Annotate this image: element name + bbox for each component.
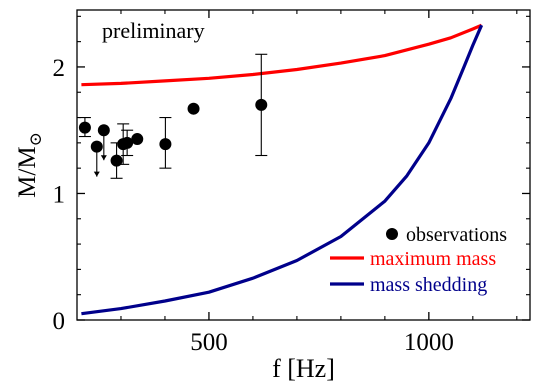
plot-frame [76, 9, 531, 321]
y-axis-label-text: M/M [14, 146, 41, 197]
mass-shedding-curve [81, 24, 484, 316]
y-tick-label: 2 [53, 55, 66, 82]
observation-point [78, 121, 91, 134]
y-tick-label: 0 [53, 308, 66, 335]
observation-point [121, 136, 134, 149]
observation-point [110, 154, 123, 167]
observation-point [90, 140, 103, 153]
observations-layer [78, 53, 268, 179]
sun-symbol: ⊙ [26, 132, 45, 146]
upper-limit-arrowhead [93, 171, 100, 177]
curves-layer [81, 23, 484, 316]
preliminary-annotation: preliminary [102, 18, 205, 43]
x-tick-label: 1000 [404, 329, 454, 356]
observation-point [131, 133, 144, 146]
maximum-mass-curve [81, 23, 483, 87]
observation-point [255, 98, 268, 111]
upper-limit-arrowhead [100, 155, 107, 161]
observation-point [97, 124, 110, 137]
observation-point [187, 102, 200, 115]
svg-text:M/M⊙: M/M⊙ [14, 132, 45, 198]
x-axis-label: f [Hz] [272, 354, 335, 383]
x-tick-label: 500 [190, 329, 228, 356]
legend-observations-marker [386, 228, 398, 240]
observation-point [159, 138, 172, 151]
axis-ticks: 500 1000 0 1 2 [53, 10, 530, 356]
legend-observations-label: observations [406, 224, 507, 246]
y-tick-label: 1 [53, 181, 66, 208]
legend-mass-shedding-label: mass shedding [370, 274, 487, 296]
y-axis-label: M/M⊙ [14, 132, 45, 198]
legend-maximum-mass-label: maximum mass [370, 248, 496, 270]
